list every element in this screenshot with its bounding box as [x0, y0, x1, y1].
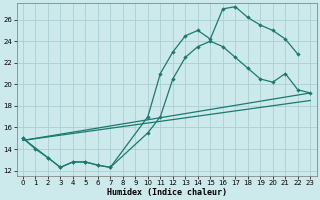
X-axis label: Humidex (Indice chaleur): Humidex (Indice chaleur): [107, 188, 227, 197]
